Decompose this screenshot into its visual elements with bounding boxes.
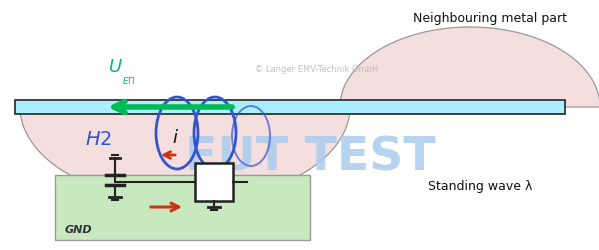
Text: Standing wave λ: Standing wave λ	[428, 180, 532, 193]
Polygon shape	[20, 107, 350, 202]
Text: EUT TEST: EUT TEST	[184, 136, 435, 180]
Text: $U$: $U$	[108, 58, 123, 76]
Text: GND: GND	[65, 225, 93, 235]
Polygon shape	[55, 175, 310, 240]
Bar	[15, 100, 565, 114]
Text: $i$: $i$	[172, 129, 179, 147]
Text: © Langer EMV-Technik GmbH: © Langer EMV-Technik GmbH	[255, 65, 378, 74]
Text: $H2$: $H2$	[85, 130, 112, 149]
Polygon shape	[340, 27, 599, 107]
Text: Neighbouring metal part: Neighbouring metal part	[413, 12, 567, 25]
Text: $_{E\Pi}$: $_{E\Pi}$	[122, 74, 135, 87]
Bar	[195, 163, 233, 201]
